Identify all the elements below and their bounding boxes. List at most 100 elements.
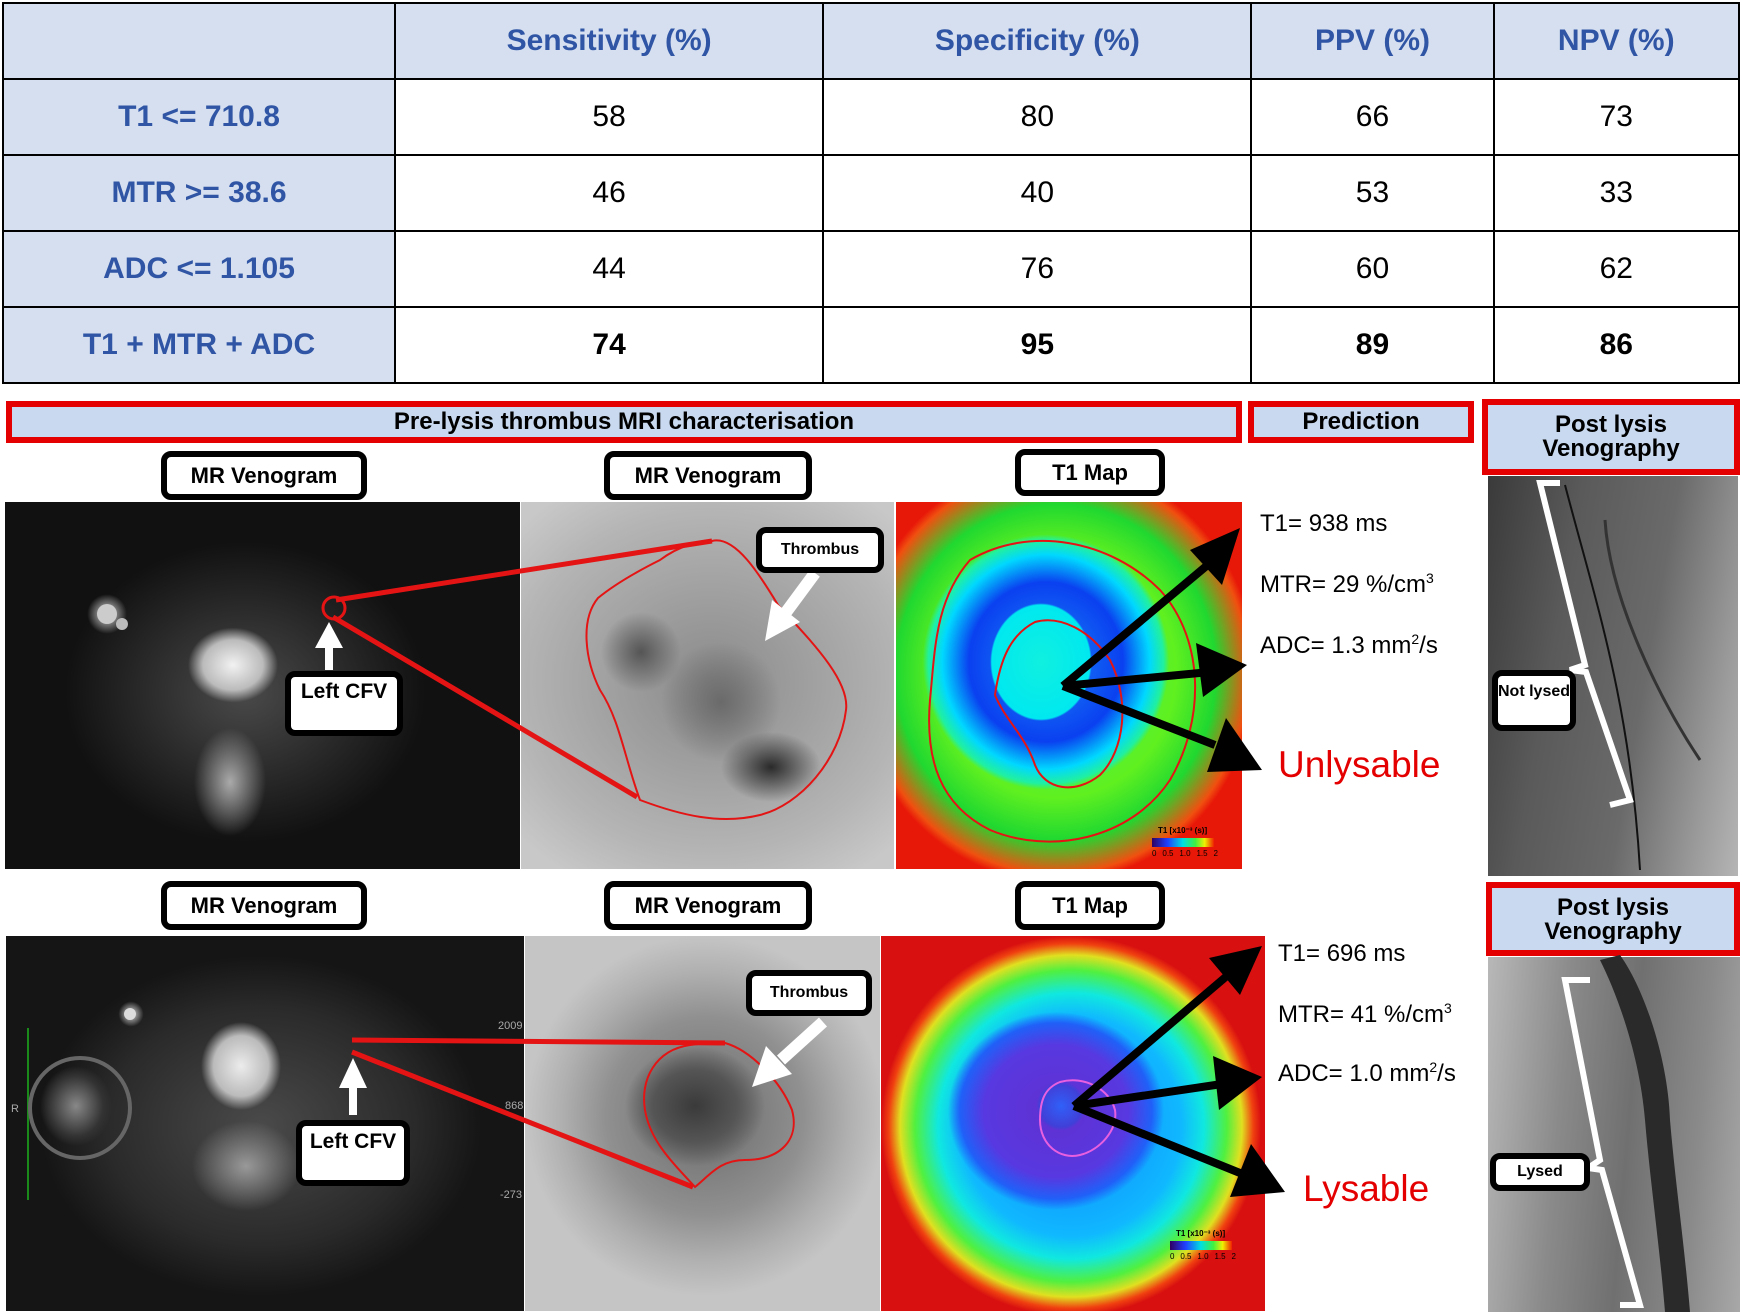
cfv-arrow — [339, 1058, 367, 1115]
table-cell: 73 — [1492, 78, 1740, 156]
mtr-unit-sup: 3 — [1444, 1000, 1452, 1016]
adc-text: ADC= 1.3 mm — [1260, 632, 1412, 659]
table-cell: 53 — [1250, 154, 1495, 232]
mr-venogram-label: MR Venogram — [161, 881, 367, 930]
mtr-text: MTR= 41 %/cm — [1278, 1001, 1445, 1028]
mr-venogram-label: MR Venogram — [161, 451, 367, 500]
zoom-connector-line — [351, 1037, 726, 1046]
zoom-connector-line — [331, 614, 639, 800]
not-lysed-bracket — [1536, 480, 1634, 808]
colorbar-title-bottom: T1 [x10⁻³ (s)] — [1176, 1229, 1226, 1238]
prediction-banner: Prediction — [1248, 401, 1474, 443]
table-cell: 44 — [393, 230, 825, 308]
mr-venogram-axial-bottom — [6, 936, 524, 1311]
colorbar-tick: 1.5 — [1196, 849, 1208, 858]
table-cell: 74 — [393, 306, 825, 384]
table-row: T1 + MTR + ADC 74 95 89 86 — [2, 306, 1740, 384]
table-cell: 33 — [1492, 154, 1740, 232]
mtr-text: MTR= 29 %/cm — [1260, 571, 1427, 598]
diagnostic-performance-table: Sensitivity (%) Specificity (%) PPV (%) … — [2, 2, 1740, 384]
prediction-lysable: Lysable — [1303, 1168, 1430, 1209]
table-cell: 60 — [1250, 230, 1495, 308]
table-cell: 86 — [1492, 306, 1740, 384]
measurement-arrows — [1060, 528, 1262, 772]
venography-vessel-top — [1564, 484, 1702, 871]
table-cell: 40 — [822, 154, 1253, 232]
t1-outer-contour — [928, 540, 1197, 843]
colorbar-ticks-bottom: 0 0.5 1.0 1.5 2 — [1170, 1252, 1236, 1261]
colorbar-tick: 2 — [1213, 849, 1218, 858]
adc-unit-sup: 2 — [1411, 631, 1420, 647]
colorbar-bottom — [1170, 1241, 1232, 1250]
axial-anatomy-top — [97, 595, 347, 630]
mtr-value-bottom: MTR= 41 %/cm3 — [1278, 1000, 1452, 1029]
t1-map-label: T1 Map — [1015, 881, 1165, 930]
mtr-unit-sup: 3 — [1426, 570, 1434, 586]
scan-mark: 2009 — [498, 1020, 523, 1032]
thrombus-arrow — [752, 1017, 828, 1087]
colorbar-title-top: T1 [x10⁻³ (s)] — [1158, 826, 1208, 835]
measurement-arrows — [1071, 946, 1285, 1197]
table-header-cell — [2, 2, 396, 80]
colorbar-tick: 1.5 — [1214, 1252, 1226, 1261]
pre-lysis-banner: Pre-lysis thrombus MRI characterisation — [6, 401, 1242, 443]
scan-mark: R — [11, 1103, 19, 1115]
zoom-connector-line — [335, 538, 713, 603]
row-label: ADC <= 1.105 — [2, 230, 396, 308]
left-cfv-label: Left CFV — [285, 671, 403, 736]
adc-value-top: ADC= 1.3 mm2/s — [1260, 631, 1438, 660]
colorbar-tick: 0 — [1152, 849, 1157, 858]
adc-unit-tail: /s — [1437, 1060, 1456, 1087]
post-lysis-banner-top: Post lysis Venography — [1482, 399, 1740, 475]
table-cell: 66 — [1250, 78, 1495, 156]
table-cell: 89 — [1250, 306, 1495, 384]
scan-mark: -273 — [500, 1189, 523, 1201]
colorbar-ticks-top: 0 0.5 1.0 1.5 2 — [1152, 849, 1218, 858]
t1-map-label: T1 Map — [1015, 449, 1165, 496]
venography-image-bottom — [1488, 957, 1740, 1312]
row-label: T1 <= 710.8 — [2, 78, 396, 156]
adc-unit-tail: /s — [1419, 632, 1438, 659]
table-cell: 62 — [1492, 230, 1740, 308]
adc-unit-sup: 2 — [1429, 1059, 1438, 1075]
table-row: MTR >= 38.6 46 40 53 33 — [2, 154, 1740, 232]
colorbar-top — [1152, 838, 1214, 847]
lysed-vessel — [1600, 955, 1690, 1312]
table-header-cell: Specificity (%) — [822, 2, 1253, 80]
colorbar-tick: 1.0 — [1179, 849, 1191, 858]
thrombus-outline — [643, 1041, 795, 1189]
table-row: T1 <= 710.8 58 80 66 73 — [2, 78, 1740, 156]
colorbar-tick: 2 — [1231, 1252, 1236, 1261]
t1-value-top: T1= 938 ms — [1260, 510, 1388, 537]
table-header-cell: Sensitivity (%) — [393, 2, 825, 80]
mr-venogram-label: MR Venogram — [604, 881, 812, 930]
axial-anatomy-bottom — [27, 1008, 136, 1200]
scan-mark: 868 — [505, 1100, 524, 1112]
row-label: T1 + MTR + ADC — [2, 306, 396, 384]
t1-inner-contour — [1038, 1079, 1117, 1157]
table-row: ADC <= 1.105 44 76 60 62 — [2, 230, 1740, 308]
table-header-row: Sensitivity (%) Specificity (%) PPV (%) … — [2, 2, 1740, 80]
mtr-value-top: MTR= 29 %/cm3 — [1260, 570, 1434, 599]
table-cell: 80 — [822, 78, 1253, 156]
table-cell: 95 — [822, 306, 1253, 384]
row-label: MTR >= 38.6 — [2, 154, 396, 232]
prediction-unlysable: Unlysable — [1278, 744, 1441, 785]
cfv-arrow — [315, 622, 343, 670]
mr-venogram-label: MR Venogram — [604, 451, 812, 500]
colorbar-tick: 0.5 — [1162, 849, 1174, 858]
mr-venogram-axial-top — [5, 502, 520, 869]
thrombus-arrow — [765, 569, 820, 641]
table-header-cell: PPV (%) — [1250, 2, 1495, 80]
colorbar-tick: 0.5 — [1180, 1252, 1192, 1261]
adc-value-bottom: ADC= 1.0 mm2/s — [1278, 1059, 1456, 1088]
thrombus-label: Thrombus — [746, 970, 872, 1016]
table-cell: 76 — [822, 230, 1253, 308]
lysed-label: Lysed — [1490, 1153, 1590, 1191]
table-cell: 46 — [393, 154, 825, 232]
table-header-cell: NPV (%) — [1492, 2, 1740, 80]
t1-value-bottom: T1= 696 ms — [1278, 940, 1406, 967]
table-cell: 58 — [393, 78, 825, 156]
not-lysed-label: Not lysed — [1492, 670, 1576, 731]
